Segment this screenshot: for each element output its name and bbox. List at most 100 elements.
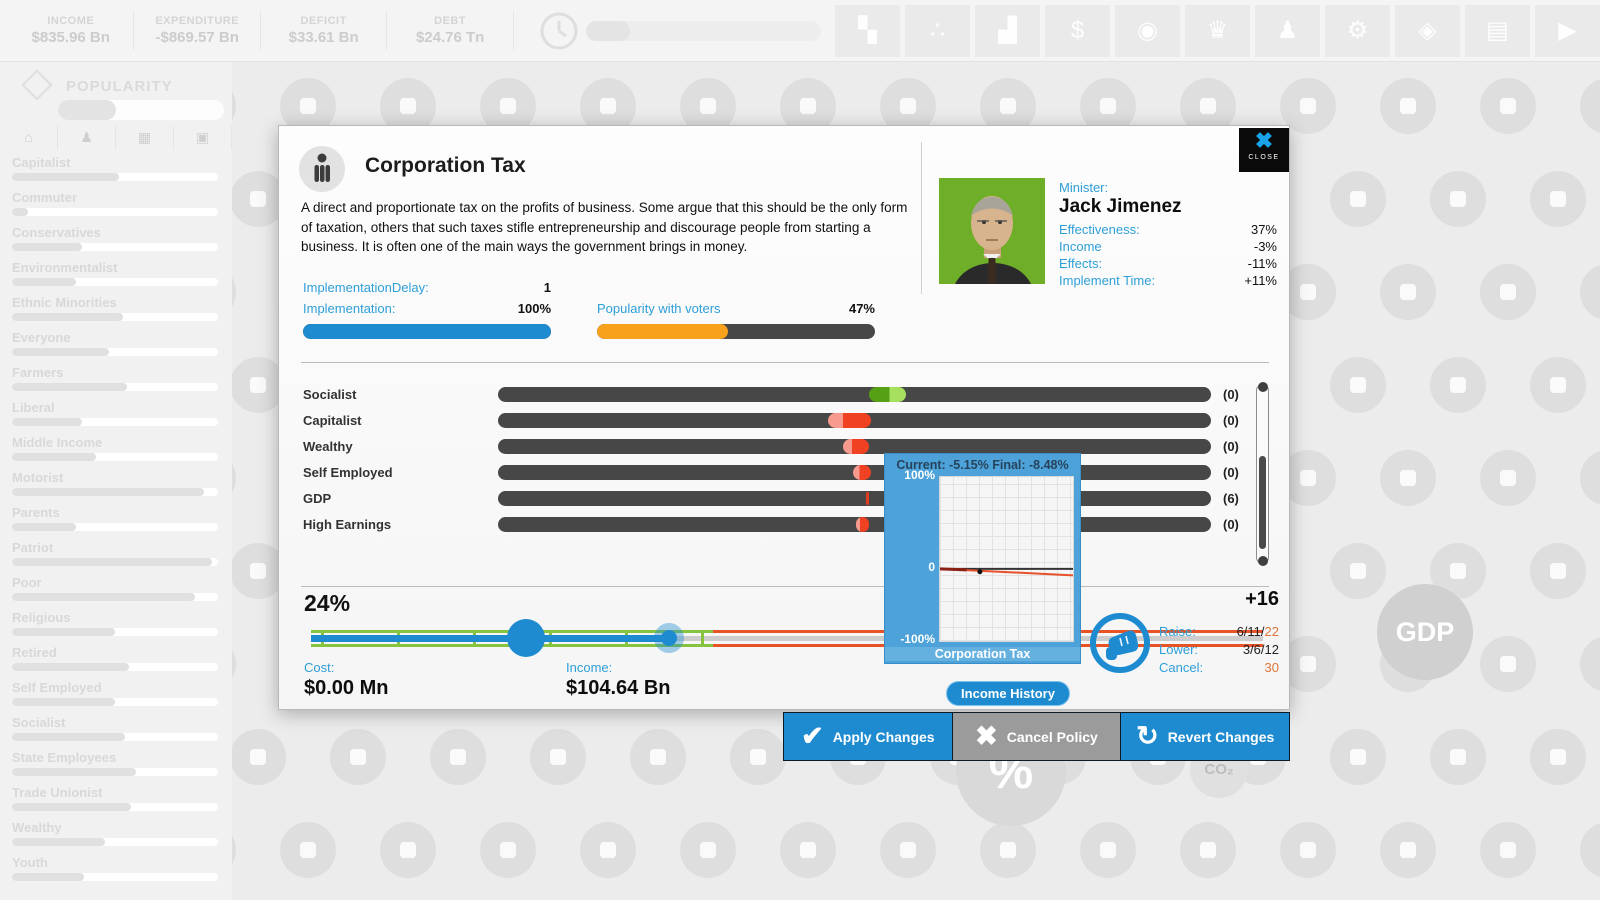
stat-value: -3% <box>1253 239 1277 254</box>
minister-portrait[interactable] <box>939 178 1045 284</box>
group-popularity-bar <box>12 173 218 181</box>
background-icon <box>1480 450 1536 506</box>
effect-name: GDP <box>303 491 332 506</box>
income-history-button[interactable]: Income History <box>946 681 1070 706</box>
popularity-row[interactable]: Farmers <box>0 364 232 399</box>
cancel-policy-button-label: Cancel Policy <box>1006 728 1098 745</box>
group-name: State Employees <box>12 750 117 765</box>
popularity-row[interactable]: Poor <box>0 574 232 609</box>
tab-overview-icon[interactable]: ⌂ <box>0 126 58 150</box>
background-icon <box>230 729 286 785</box>
gdp-bubble: GDP <box>1377 584 1473 680</box>
popularity-row[interactable]: Motorist <box>0 469 232 504</box>
group-name: Religious <box>12 610 71 625</box>
tab-factions-icon[interactable]: ▣ <box>174 126 232 150</box>
policy-dialog: Corporation Tax A direct and proportiona… <box>278 125 1290 710</box>
slider-ghost-knob[interactable] <box>653 623 684 653</box>
group-name: Farmers <box>12 365 64 380</box>
group-popularity-bar <box>12 313 218 321</box>
effects-scrollbar[interactable] <box>1256 382 1269 566</box>
popularity-row[interactable]: Wealthy <box>0 819 232 854</box>
popularity-row[interactable]: Middle Income <box>0 434 232 469</box>
popularity-row[interactable]: Liberal <box>0 399 232 434</box>
revert-changes-button-label: Revert Changes <box>1167 728 1275 745</box>
cancel-policy-button[interactable]: ✖ Cancel Policy <box>951 713 1121 760</box>
popularity-row[interactable]: Capitalist <box>0 154 232 189</box>
political-capital-fist-icon <box>1090 613 1150 673</box>
background-icon <box>1330 357 1386 413</box>
divider <box>301 362 1269 363</box>
y-axis-tick: 0 <box>928 559 935 574</box>
effect-value: (0) <box>1223 413 1239 428</box>
popularity-row[interactable]: Everyone <box>0 329 232 364</box>
policies-icon[interactable]: ∴ <box>905 4 970 57</box>
effect-marker <box>868 387 906 402</box>
close-button[interactable]: ✖ CLOSE <box>1239 128 1289 172</box>
background-icon <box>980 822 1036 878</box>
popularity-row[interactable]: State Employees <box>0 749 232 784</box>
apply-changes-button[interactable]: ✔ Apply Changes <box>784 713 952 760</box>
implementation-label: Implementation: <box>303 301 396 316</box>
background-icon <box>880 822 936 878</box>
background-icon <box>1480 822 1536 878</box>
political-cost-rows: Raise: 6/11/22 Lower: 3/6/12 Cancel: 30 <box>1159 623 1279 677</box>
popularity-row[interactable]: Patriot <box>0 539 232 574</box>
background-icon <box>680 78 736 134</box>
cost-label: Raise: <box>1159 624 1196 639</box>
group-name: Socialist <box>12 715 66 730</box>
popularity-row[interactable]: Ethnic Minorities <box>0 294 232 329</box>
cost-label: Cancel: <box>1159 660 1204 675</box>
popularity-row[interactable]: Conservatives <box>0 224 232 259</box>
background-icon <box>230 543 286 599</box>
background-icon <box>780 822 836 878</box>
next-turn-icon[interactable]: ▶ <box>1535 4 1600 57</box>
effect-bar <box>498 517 1211 532</box>
background-icon <box>1480 636 1536 692</box>
settings-icon[interactable]: ⚙ <box>1325 4 1390 57</box>
voters-icon[interactable]: ♟ <box>1255 4 1320 57</box>
debt-stat: DEBT $24.76 Tn <box>387 11 514 50</box>
slider-knob[interactable] <box>507 619 546 657</box>
cost-block: Cost: $0.00 Mn <box>304 660 388 700</box>
group-popularity-bar <box>12 348 218 356</box>
minister-stat-row: Effects: -11% <box>1059 255 1277 272</box>
action-bar: ✔ Apply Changes ✖ Cancel Policy ↻ Revert Chan… <box>783 712 1290 761</box>
group-name: Everyone <box>12 330 71 345</box>
group-name: Commuter <box>12 190 78 205</box>
political-cost-row: Lower: 3/6/12 <box>1159 641 1279 659</box>
background-icon <box>580 78 636 134</box>
background-icon <box>1530 171 1586 227</box>
background-icon <box>1380 822 1436 878</box>
group-popularity-bar <box>12 838 218 846</box>
popularity-row[interactable]: Youth <box>0 854 232 889</box>
popularity-row[interactable]: Trade Unionist <box>0 784 232 819</box>
background-icon <box>1280 822 1336 878</box>
effect-name: Capitalist <box>303 413 362 428</box>
popularity-row[interactable]: Parents <box>0 504 232 539</box>
popularity-row[interactable]: Retired <box>0 644 232 679</box>
popularity-row[interactable]: Commuter <box>0 189 232 224</box>
popularity-row[interactable]: Socialist <box>0 714 232 749</box>
tab-voters-icon[interactable]: ♟ <box>58 126 116 150</box>
implementation-delay-label: ImplementationDelay: <box>303 280 429 295</box>
tab-parliament-icon[interactable]: ▦ <box>116 126 174 150</box>
reports-icon[interactable]: ▤ <box>1465 4 1530 57</box>
tax-rate-value: 24% <box>304 590 351 616</box>
stat-label: Income <box>1059 239 1102 254</box>
ideas-icon[interactable]: ◉ <box>1115 4 1180 57</box>
military-icon[interactable]: ▚ <box>835 4 900 57</box>
statistics-icon[interactable]: ▟ <box>975 4 1040 57</box>
finance-icon[interactable]: $ <box>1045 4 1110 57</box>
achievements-icon[interactable]: ♛ <box>1185 4 1250 57</box>
popularity-row[interactable]: Environmentalist <box>0 259 232 294</box>
awards-icon[interactable]: ◈ <box>1395 4 1460 57</box>
revert-changes-button[interactable]: ↻ Revert Changes <box>1120 713 1290 760</box>
slider-track <box>311 636 1263 641</box>
policy-title: Corporation Tax <box>365 154 526 177</box>
popularity-row[interactable]: Self Employed <box>0 679 232 714</box>
scrollbar-thumb[interactable] <box>1259 456 1266 549</box>
stat-value: +11% <box>1244 273 1277 288</box>
popularity-row[interactable]: Religious <box>0 609 232 644</box>
group-name: Self Employed <box>12 680 102 695</box>
effect-marker <box>853 465 871 480</box>
